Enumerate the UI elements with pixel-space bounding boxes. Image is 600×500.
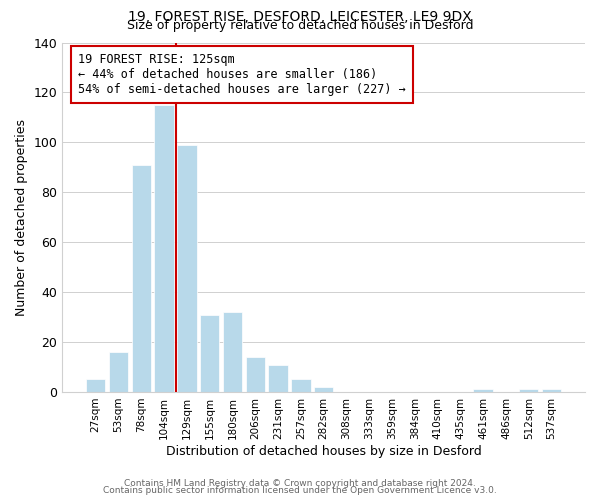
Bar <box>245 357 265 392</box>
Bar <box>268 364 288 392</box>
Bar <box>314 387 334 392</box>
Bar <box>291 380 311 392</box>
Bar <box>223 312 242 392</box>
Bar <box>131 165 151 392</box>
Bar <box>519 390 538 392</box>
Text: Contains HM Land Registry data © Crown copyright and database right 2024.: Contains HM Land Registry data © Crown c… <box>124 478 476 488</box>
Y-axis label: Number of detached properties: Number of detached properties <box>15 118 28 316</box>
Text: Size of property relative to detached houses in Desford: Size of property relative to detached ho… <box>127 18 473 32</box>
Bar <box>200 314 220 392</box>
X-axis label: Distribution of detached houses by size in Desford: Distribution of detached houses by size … <box>166 444 482 458</box>
Text: Contains public sector information licensed under the Open Government Licence v3: Contains public sector information licen… <box>103 486 497 495</box>
Bar <box>177 145 197 392</box>
Bar <box>86 380 106 392</box>
Bar <box>542 390 561 392</box>
Text: 19, FOREST RISE, DESFORD, LEICESTER, LE9 9DX: 19, FOREST RISE, DESFORD, LEICESTER, LE9… <box>128 10 472 24</box>
Text: 19 FOREST RISE: 125sqm
← 44% of detached houses are smaller (186)
54% of semi-de: 19 FOREST RISE: 125sqm ← 44% of detached… <box>78 53 406 96</box>
Bar <box>109 352 128 392</box>
Bar <box>154 105 174 392</box>
Bar <box>473 390 493 392</box>
